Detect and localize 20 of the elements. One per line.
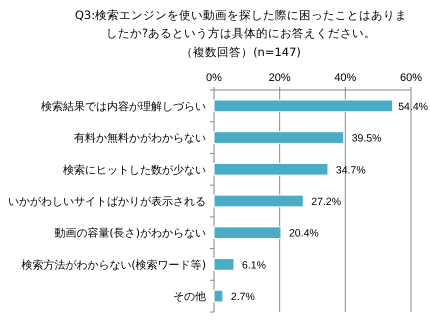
data-label: 39.5% xyxy=(352,132,382,145)
data-label: 27.2% xyxy=(311,196,342,208)
data-label: 6.1% xyxy=(242,259,266,272)
title: Q3:検索エンジンを使い動画を探した際に困ったことはありましたか?あるという方は具体的にお答えください。 xyxy=(74,7,408,42)
data-label: 20.4% xyxy=(288,228,319,240)
x-tick-label: 40% xyxy=(334,72,357,84)
x-tick-label: 60% xyxy=(400,72,422,84)
y-tick-label: 動画の容量(長さ)がわからない xyxy=(54,226,206,240)
y-tick-label: 検索結果では内容が理解しづらい xyxy=(41,100,206,113)
data-label: 2.7% xyxy=(230,291,255,304)
x-tick-label: 0% xyxy=(206,72,222,84)
y-tick-label: 検索方法がわからない(検索ワード等) xyxy=(21,258,206,272)
y-tick-label: 検索にヒットした数が少ない xyxy=(63,163,206,176)
data-label: 34.7% xyxy=(336,164,366,176)
y-tick-label: その他 xyxy=(173,290,206,304)
y-tick-label: 有料か無料かがわからない xyxy=(74,132,206,145)
data-label: 54.4% xyxy=(398,100,428,113)
subtitle: （複数回答）(n=147) xyxy=(180,44,302,61)
x-tick-label: 20% xyxy=(268,72,291,84)
y-tick-label: いかがわしいサイトばかりが表示される xyxy=(8,195,206,208)
